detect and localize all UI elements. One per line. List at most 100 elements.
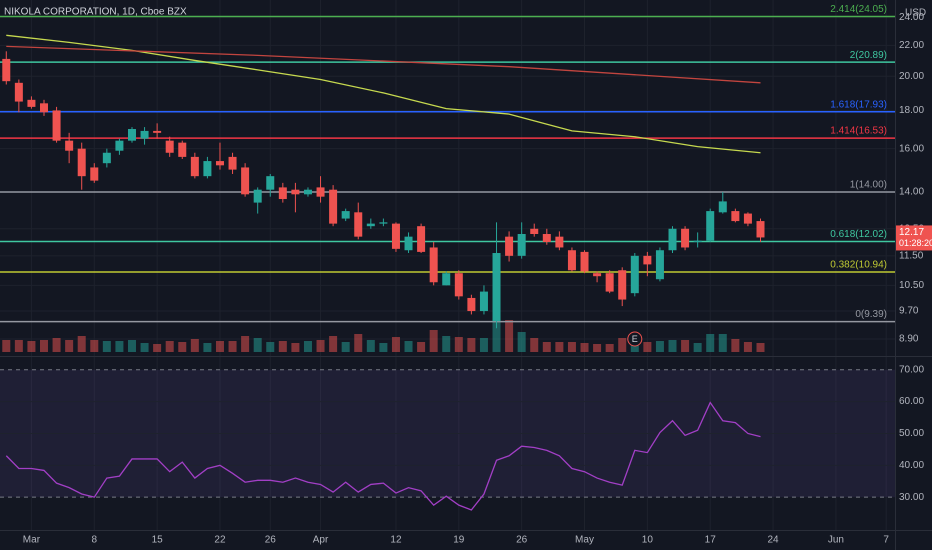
candle-body xyxy=(668,228,677,251)
candle-body xyxy=(354,212,363,237)
volume-bar xyxy=(492,319,501,352)
volume-bar xyxy=(203,343,212,352)
y-tick-label: 11.50 xyxy=(899,250,924,261)
candle-body xyxy=(203,161,212,177)
volume-bar xyxy=(442,336,451,352)
overlay: Mar 8 15 22 26 Apr 12 19 26 May 10 17 24 Jun 7 24.00 22.… xyxy=(23,4,932,546)
fib-label: 2.414(24.05) xyxy=(830,4,887,15)
volume-bar xyxy=(429,330,438,352)
y-tick-label: 20.00 xyxy=(899,71,924,82)
event-marker xyxy=(627,331,643,347)
volume-bar xyxy=(580,343,589,352)
candle-body xyxy=(303,189,312,195)
volume-bar xyxy=(681,340,690,352)
volume-bar xyxy=(417,342,426,352)
volume-bar xyxy=(542,342,551,352)
volume-bar xyxy=(341,342,350,352)
volume-bar xyxy=(52,338,61,352)
candle-body xyxy=(542,234,551,243)
volume-bar xyxy=(77,336,86,352)
volume-bar xyxy=(39,340,48,352)
x-tick-label: Mar xyxy=(23,535,41,546)
candle-body xyxy=(429,247,438,283)
y-tick-label: 16.00 xyxy=(899,143,924,154)
candle-body xyxy=(27,99,36,107)
candle-body xyxy=(655,250,664,280)
volume-bar xyxy=(718,334,727,352)
fib-label: 1.414(16.53) xyxy=(830,126,887,137)
volume-bar xyxy=(140,343,149,352)
fib-label: 0.618(12.02) xyxy=(830,229,887,240)
volume-bar xyxy=(14,340,23,352)
candle-body xyxy=(517,234,526,256)
volume-bar xyxy=(127,340,136,352)
volume-bar xyxy=(278,341,287,352)
candle-body xyxy=(756,221,765,238)
fib-label: 0(9.39) xyxy=(855,309,887,320)
candle-body xyxy=(14,82,23,102)
fib-label: 2(20.89) xyxy=(850,50,887,61)
candle-body xyxy=(580,251,589,272)
y-tick-label: 30.00 xyxy=(899,492,924,503)
x-tick-label: 15 xyxy=(152,535,164,546)
y-tick-label: 70.00 xyxy=(899,364,924,375)
x-tick-label: Apr xyxy=(313,535,329,546)
volume-bar xyxy=(668,340,677,352)
y-tick-label: 14.00 xyxy=(899,187,924,198)
candle-body xyxy=(681,228,690,248)
volume-bar xyxy=(743,342,752,352)
candle-body xyxy=(505,236,514,256)
plot xyxy=(0,15,895,511)
volume-bar xyxy=(329,336,338,352)
volume-bar xyxy=(555,342,564,352)
chart-title: NIKOLA CORPORATION, 1D, Cboe BZX xyxy=(4,7,187,18)
y-tick-label: 8.90 xyxy=(899,334,919,345)
y-tick-label: 24.00 xyxy=(899,12,924,23)
candle-body xyxy=(567,250,576,271)
candle-body xyxy=(454,273,463,297)
candle-body xyxy=(693,240,702,243)
candle-body xyxy=(115,140,124,151)
volume-bar xyxy=(291,343,300,352)
volume-bar xyxy=(178,342,187,352)
candle-body xyxy=(39,103,48,113)
volume-bar xyxy=(706,334,715,352)
volume-bar xyxy=(90,340,99,352)
candle-body xyxy=(316,187,325,197)
candle-body xyxy=(215,161,224,166)
candle-body xyxy=(329,189,338,224)
x-tick-label: 24 xyxy=(768,535,780,546)
volume-bar xyxy=(655,341,664,352)
x-tick-label: 8 xyxy=(91,535,97,546)
volume-bar xyxy=(102,341,111,352)
fib-label: 0.382(10.94) xyxy=(830,260,887,271)
volume-bar xyxy=(215,341,224,352)
volume-bar xyxy=(266,342,275,352)
x-tick-label: 17 xyxy=(705,535,717,546)
candle-body xyxy=(718,201,727,213)
x-tick-label: 19 xyxy=(453,535,465,546)
volume-bar xyxy=(731,339,740,352)
candle-body xyxy=(266,176,275,190)
candle-body xyxy=(178,142,187,157)
countdown: 01:28:20 xyxy=(899,238,932,248)
volume-bar xyxy=(593,344,602,352)
candle-body xyxy=(241,167,250,195)
candle-body xyxy=(291,189,300,195)
volume-bar xyxy=(2,340,11,352)
x-tick-label: 26 xyxy=(265,535,277,546)
candle-body xyxy=(530,228,539,235)
volume-bar xyxy=(366,340,375,352)
candle-body xyxy=(52,110,61,141)
volume-bar xyxy=(479,338,488,352)
y-tick-label: 18.00 xyxy=(899,105,924,116)
candle-body xyxy=(555,236,564,248)
candle-body xyxy=(253,189,262,203)
volume-bar xyxy=(605,344,614,352)
event-label: E xyxy=(632,334,638,344)
moving-average xyxy=(6,45,761,84)
candle-body xyxy=(379,222,388,224)
candle-body xyxy=(65,140,74,151)
volume-bar xyxy=(65,340,74,352)
volume-bar xyxy=(391,337,400,352)
